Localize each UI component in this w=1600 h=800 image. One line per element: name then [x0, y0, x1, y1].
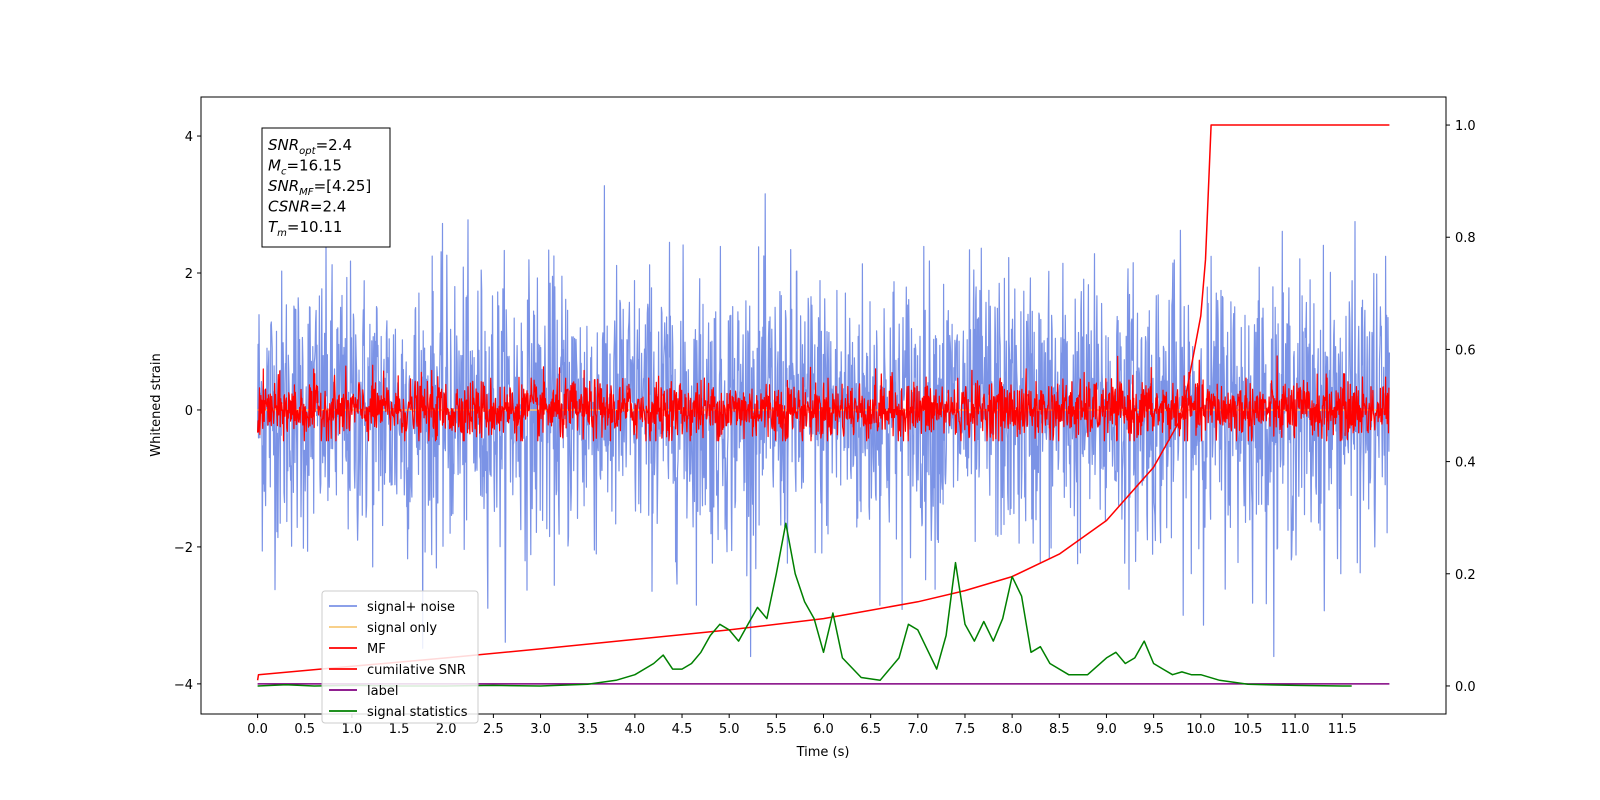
- x-tick-label: 2.0: [436, 722, 457, 737]
- x-tick-label: 0.5: [294, 722, 315, 737]
- y-left-tick-label: 2: [185, 267, 193, 282]
- legend-frame: [321, 590, 479, 724]
- x-tick-label: 7.0: [907, 722, 928, 737]
- legend-label: signal+ noise: [367, 600, 455, 615]
- y-right-tick-label: 0.0: [1455, 680, 1476, 695]
- x-tick-label: 1.0: [342, 722, 363, 737]
- x-tick-label: 10.0: [1186, 722, 1215, 737]
- legend-label: signal statistics: [367, 705, 468, 720]
- info-box-line: SNRopt=2.4: [268, 136, 352, 157]
- legend-label: MF: [367, 642, 386, 657]
- x-tick-label: 4.5: [672, 722, 693, 737]
- info-box-line: Tm=10.11: [268, 218, 342, 239]
- x-tick-label: 4.0: [625, 722, 646, 737]
- x-tick-label: 9.0: [1096, 722, 1117, 737]
- x-tick-label: 3.5: [577, 722, 598, 737]
- y-right-tick-label: 0.2: [1455, 568, 1476, 583]
- y-left-tick-label: 0: [185, 404, 193, 419]
- x-tick-label: 8.0: [1002, 722, 1023, 737]
- legend-label: signal only: [367, 621, 437, 636]
- series-signal-statistics: [257, 522, 1352, 687]
- legend: signal+ noise signal only MF cumilative SNR…: [321, 590, 479, 724]
- info-box-line: CSNR=2.4: [268, 198, 346, 216]
- legend-label: label: [367, 684, 398, 699]
- x-tick-label: 11.0: [1281, 722, 1310, 737]
- x-tick-label: 3.0: [530, 722, 551, 737]
- x-tick-label: 5.0: [719, 722, 740, 737]
- y-right-tick-label: 0.6: [1455, 343, 1476, 358]
- x-tick-label: 6.0: [813, 722, 834, 737]
- x-tick-label: 0.0: [247, 722, 268, 737]
- x-tick-label: 2.5: [483, 722, 504, 737]
- x-tick-label: 7.5: [955, 722, 976, 737]
- info-box-line: Mc=16.15: [268, 157, 342, 178]
- y-right-tick-label: 0.4: [1455, 456, 1476, 471]
- y-left-tick-label: −2: [174, 541, 193, 556]
- legend-label: cumilative SNR: [367, 663, 466, 678]
- y-left-tick-label: −4: [174, 678, 193, 693]
- series-mf: [257, 355, 1390, 442]
- info-box-frame: [261, 127, 391, 248]
- x-tick-label: 1.5: [389, 722, 410, 737]
- x-tick-label: 9.5: [1143, 722, 1164, 737]
- x-tick-label: 11.5: [1328, 722, 1357, 737]
- y-axis-label: Whitened strain: [149, 353, 164, 456]
- x-tick-label: 10.5: [1233, 722, 1262, 737]
- x-axis-label: Time (s): [796, 745, 850, 760]
- info-box-line: SNRMF=[4.25]: [268, 177, 371, 198]
- y-right-tick-label: 1.0: [1455, 119, 1476, 134]
- y-right-tick-label: 0.8: [1455, 231, 1476, 246]
- x-tick-label: 8.5: [1049, 722, 1070, 737]
- x-tick-label: 6.5: [860, 722, 881, 737]
- x-tick-label: 5.5: [766, 722, 787, 737]
- axis-ticks: 0.0 0.5 1.0 1.5 2.0 2.5 3.0 3.5 4.0 4.5 5.0 5.5 6.0 6…: [174, 119, 1476, 737]
- y-left-tick-label: 4: [185, 130, 193, 145]
